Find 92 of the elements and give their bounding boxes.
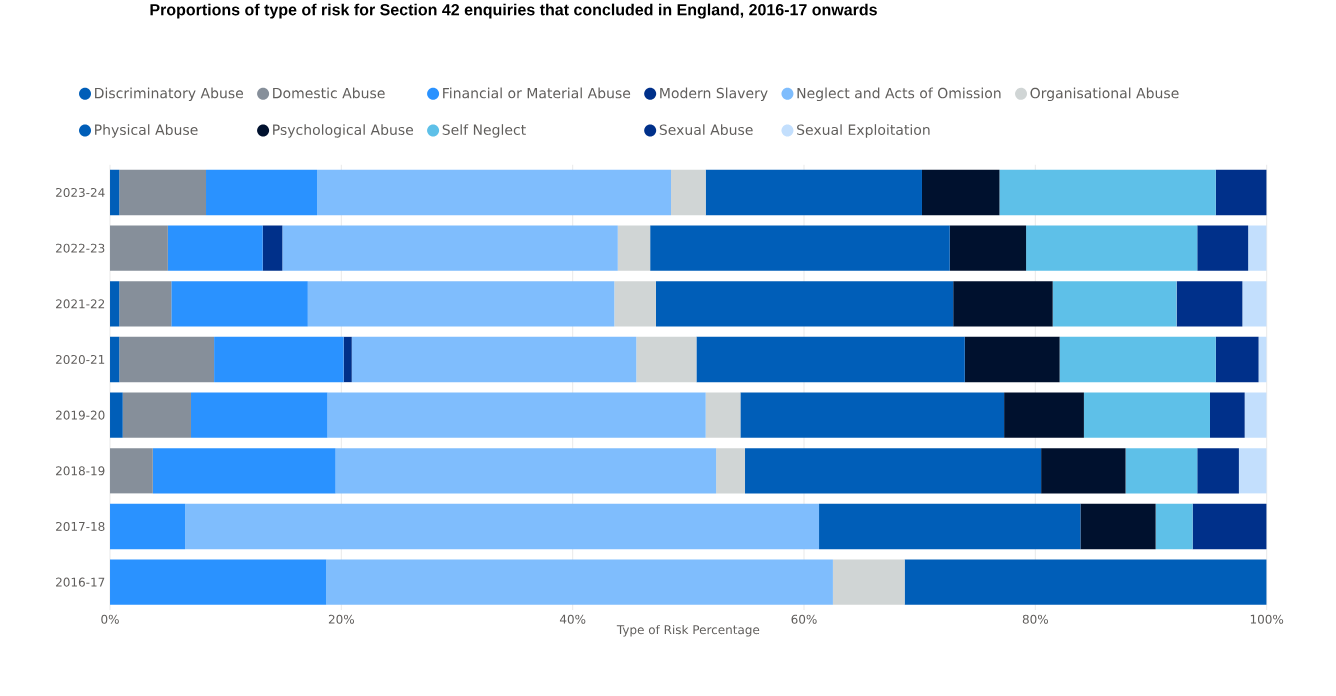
x-tick-label: 80% bbox=[1022, 614, 1049, 624]
bar bbox=[110, 559, 327, 605]
y-tick-label: 2018-19 bbox=[56, 466, 105, 476]
bar bbox=[167, 225, 263, 271]
bar bbox=[343, 336, 352, 383]
bar bbox=[655, 281, 954, 327]
legend-label: Financial or Material Abuse bbox=[443, 87, 631, 99]
bar bbox=[190, 392, 328, 438]
bar bbox=[617, 225, 651, 271]
legend-label: Self Neglect bbox=[442, 124, 526, 138]
bar bbox=[745, 448, 1042, 494]
bar bbox=[1248, 225, 1267, 271]
bar bbox=[740, 392, 1005, 438]
bar bbox=[904, 559, 1267, 605]
bar bbox=[1192, 503, 1267, 550]
bar bbox=[1197, 225, 1249, 271]
bar bbox=[326, 559, 833, 605]
bar bbox=[351, 336, 637, 383]
legend-label: Neglect and Acts of Omission bbox=[797, 87, 1001, 102]
bar bbox=[696, 336, 965, 383]
chart-title: Proportions of type of risk for Section 42 enquiries that concluded in England, 2016-17 onwards bbox=[150, 3, 877, 19]
bar bbox=[282, 225, 618, 271]
bar bbox=[152, 448, 336, 494]
bar bbox=[327, 392, 706, 438]
bar bbox=[110, 225, 168, 271]
bar bbox=[953, 281, 1053, 327]
y-tick-label: 2023-24 bbox=[56, 187, 105, 198]
bar bbox=[110, 392, 123, 438]
bar bbox=[1080, 503, 1156, 550]
legend-label: Sexual Abuse bbox=[659, 124, 753, 135]
y-tick-label: 2019-20 bbox=[56, 410, 105, 420]
legend-label: Physical Abuse bbox=[95, 124, 198, 138]
bar bbox=[949, 225, 1027, 271]
bar bbox=[307, 281, 615, 327]
bar bbox=[119, 336, 215, 383]
bar bbox=[1155, 503, 1193, 550]
x-tick-label: 20% bbox=[328, 614, 355, 624]
bar bbox=[650, 225, 950, 271]
bar bbox=[185, 503, 820, 550]
bar bbox=[1215, 169, 1267, 216]
legend-label: Modern Slavery bbox=[660, 87, 768, 102]
bar bbox=[1026, 225, 1198, 271]
x-tick-label: 0% bbox=[101, 614, 119, 624]
bar bbox=[335, 448, 717, 494]
legend-label: Sexual Exploitation bbox=[797, 124, 930, 138]
bar bbox=[1209, 392, 1245, 438]
legend-label: Discriminatory Abuse bbox=[95, 87, 244, 102]
legend-label: Domestic Abuse bbox=[273, 87, 385, 99]
y-tick-label: 2020-21 bbox=[56, 354, 105, 365]
bar bbox=[832, 559, 905, 605]
bar bbox=[317, 169, 671, 216]
bar bbox=[1176, 281, 1243, 327]
y-tick-label: 2021-22 bbox=[56, 299, 105, 309]
bar bbox=[1197, 448, 1239, 494]
bar bbox=[262, 225, 283, 271]
bar bbox=[214, 336, 344, 383]
bar bbox=[614, 281, 656, 327]
bar bbox=[1059, 336, 1216, 383]
bar bbox=[1125, 448, 1198, 494]
bar bbox=[670, 169, 706, 216]
x-tick-label: 40% bbox=[559, 614, 586, 624]
bar bbox=[705, 392, 741, 438]
bar bbox=[1041, 448, 1126, 494]
y-tick-label: 2022-23 bbox=[56, 243, 105, 253]
legend-label: Organisational Abuse bbox=[1030, 87, 1179, 102]
bar bbox=[110, 448, 153, 494]
y-tick-label: 2017-18 bbox=[56, 521, 105, 532]
bar bbox=[716, 448, 746, 494]
bar bbox=[206, 169, 318, 216]
bar bbox=[119, 281, 172, 327]
bar bbox=[1244, 392, 1267, 438]
bar bbox=[110, 503, 186, 550]
bar bbox=[171, 281, 308, 327]
legend-label: Psychological Abuse bbox=[273, 124, 414, 138]
bar bbox=[819, 503, 1081, 550]
x-tick-label: 60% bbox=[791, 614, 817, 624]
y-tick-label: 2016-17 bbox=[56, 577, 105, 587]
bar bbox=[921, 169, 1000, 216]
bar bbox=[1215, 336, 1259, 383]
x-tick-label: 100% bbox=[1250, 614, 1284, 624]
bar bbox=[999, 169, 1216, 216]
bar bbox=[122, 392, 191, 438]
bar bbox=[636, 336, 697, 383]
bar bbox=[1242, 281, 1267, 327]
bar bbox=[1083, 392, 1210, 438]
bar bbox=[705, 169, 922, 216]
bar bbox=[964, 336, 1060, 383]
x-axis-title: Type of Risk Percentage bbox=[616, 624, 760, 637]
bar bbox=[119, 169, 207, 216]
bar bbox=[1238, 448, 1267, 494]
bar bbox=[1004, 392, 1084, 438]
bar bbox=[1052, 281, 1177, 327]
